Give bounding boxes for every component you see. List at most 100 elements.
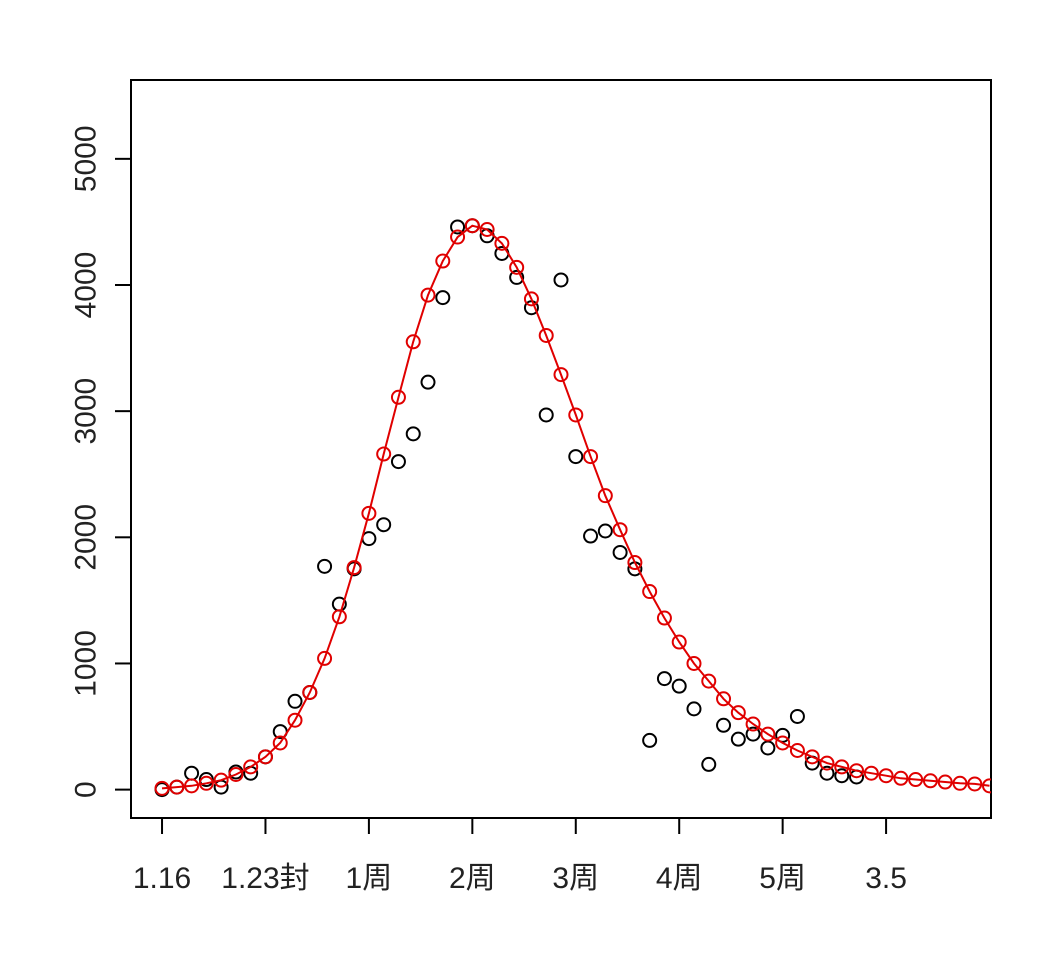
series-1-point [376,446,392,462]
x-tick-label: 4周 [656,862,703,895]
series-1-point [346,560,362,576]
series-1-point [686,655,702,671]
x-tick-label: 5周 [759,862,806,895]
series-1-point [331,609,347,625]
series-0-point [184,765,200,781]
y-tick-label: 2000 [70,504,103,571]
series-1-point [361,505,377,521]
series-1-point [716,691,732,707]
series-1-point [509,259,525,275]
series-0-point [686,701,702,717]
series-0-point [198,772,214,788]
series-0-point [789,708,805,724]
series-1-point [302,684,318,700]
series-1-point [952,775,968,791]
x-tick-label: 2周 [449,862,496,895]
x-tick-label: 1.16 [133,862,191,895]
series-0-point [538,407,554,423]
series-0-point [420,374,436,390]
series-0-point [656,671,672,687]
series-1-point [671,634,687,650]
series-1-point [243,759,259,775]
y-tick-label: 4000 [70,252,103,319]
series-1-point [213,772,229,788]
series-0-point [730,731,746,747]
series-1-point [287,712,303,728]
series-0-point [405,426,421,442]
series-1-point [538,327,554,343]
series-1-point [775,735,791,751]
series-1-point [967,776,983,792]
series-1-point [198,775,214,791]
series-0-point [612,544,628,560]
series-0-point [701,756,717,772]
series-1-point [745,716,761,732]
series-1-point [479,221,495,237]
series-1-point [523,291,539,307]
series-1-line [161,224,990,790]
series-0-point [716,717,732,733]
series-1-point [804,749,820,765]
series-1-point [627,555,643,571]
series-1-point [982,778,991,794]
series-1-point [878,768,894,784]
series-1-point [922,773,938,789]
y-tick-label: 5000 [70,125,103,192]
y-tick-label: 0 [70,781,103,798]
series-1-point [849,763,865,779]
series-1-point [642,584,658,600]
series-1-point [154,780,170,796]
series-1-point [789,743,805,759]
series-1-point [893,770,909,786]
series-0-point [642,732,658,748]
series-0-point [553,272,569,288]
series-1-point [568,407,584,423]
series-1-point [228,766,244,782]
series-1-point [908,772,924,788]
series-1-point [701,673,717,689]
series-1-point [937,774,953,790]
series-0-point [597,523,613,539]
series-1-point [583,449,599,465]
x-tick-label: 3周 [552,862,599,895]
series-0-point [450,219,466,235]
series-1-point [834,759,850,775]
x-tick-label: 1周 [346,862,393,895]
plot-frame [130,79,992,819]
series-0-point [583,528,599,544]
series-1-point [730,705,746,721]
series-1-point [317,650,333,666]
series-1-point [760,726,776,742]
series-0-point [361,531,377,547]
x-tick-label: 1.23封 [221,862,309,895]
series-1-point [257,749,273,765]
x-axis: 1.16 1.23封 1周 2周 3周 4周 5周 3.5 [133,817,907,895]
y-axis: 0 1000 2000 3000 4000 5000 [70,125,132,798]
y-tick-label: 1000 [70,630,103,697]
x-tick-label: 3.5 [865,862,907,895]
series-0-point [435,290,451,306]
series-0-point [509,269,525,285]
series-1-point [464,218,480,234]
series-1-point [494,235,510,251]
series-0-point [287,693,303,709]
series-1-point [450,229,466,245]
series-1-point [272,735,288,751]
series-0-point [760,740,776,756]
y-tick-label: 3000 [70,378,103,445]
series-1-point [819,755,835,771]
series-0-point [317,558,333,574]
series-1-point [597,488,613,504]
series-0-point [745,726,761,742]
series-1-point [435,253,451,269]
series-0-point [834,768,850,784]
series-layer [154,218,991,798]
series-1-point [656,610,672,626]
series-0-point [819,765,835,781]
series-0-point [671,678,687,694]
series-1-point [390,389,406,405]
series-0-point [568,449,584,465]
series-0-point [376,517,392,533]
series-1-point [405,334,421,350]
